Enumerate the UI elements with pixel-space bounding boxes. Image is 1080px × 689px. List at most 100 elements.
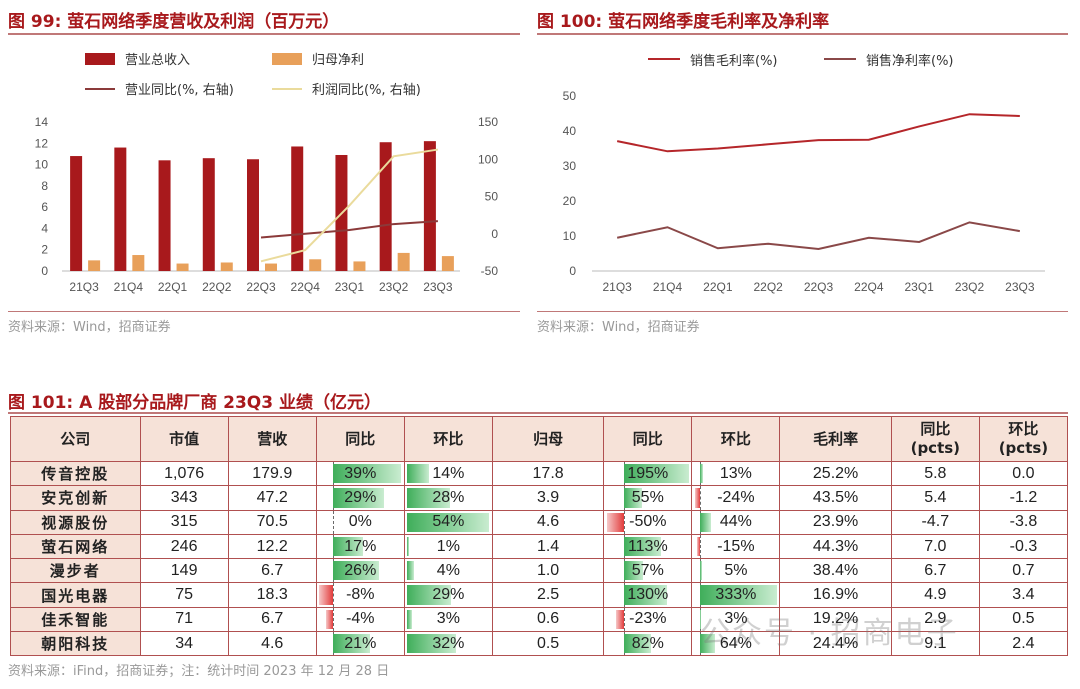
cell-value: 57% (631, 561, 664, 579)
y-tick-label: 6 (41, 200, 48, 214)
table-cell: 23.9% (779, 509, 892, 535)
line-gross-margin (616, 113, 1020, 153)
line-profit-yoy (260, 148, 439, 263)
y-tick-label: 20 (563, 194, 577, 208)
company-name: 朝阳科技 (10, 631, 141, 657)
table-cell: 82% (603, 631, 693, 657)
cell-value: 0.0 (1012, 464, 1035, 482)
bar-revenue (202, 158, 215, 271)
table-cell: 34 (139, 631, 229, 657)
data-bar-positive (333, 561, 379, 581)
cell-value: 0.5 (1012, 610, 1035, 628)
cell-value: 14% (432, 464, 465, 482)
cell-value: 2.5 (536, 586, 560, 604)
cell-value: 43.5% (812, 488, 859, 506)
fig100-chart: 销售毛利率(%) 销售净利率(%) 0 10 20 30 40 50 21Q3 21Q4 22Q1 2… (563, 53, 1045, 294)
x-tick-label: 22Q1 (703, 280, 733, 294)
cell-value: 23.9% (812, 513, 859, 531)
fig100-title: 图 100: 萤石网络季度毛利率及净利率 (537, 12, 830, 32)
x-tick-label: 23Q2 (955, 280, 985, 294)
y-tick-label: 10 (563, 229, 577, 243)
bar-profit (88, 260, 101, 271)
cell-value: 75 (175, 586, 194, 604)
table-cell: -0.3 (978, 533, 1069, 560)
cell-value: 64% (719, 634, 752, 652)
data-bar-negative (326, 609, 334, 630)
y2-tick-label: 150 (478, 115, 498, 129)
data-bar-positive (623, 634, 651, 654)
line-net-margin (616, 221, 1021, 250)
cell-value: 国光电器 (41, 586, 110, 605)
legend-label-gross: 销售毛利率(%) (690, 53, 778, 69)
company-name: 安克创新 (10, 485, 141, 511)
data-bar-positive (333, 464, 402, 484)
x-tick-label: 23Q3 (1005, 280, 1035, 294)
table-cell: 5.4 (890, 485, 980, 511)
table-cell: 195% (603, 460, 693, 487)
legend-label-profit: 归母净利 (312, 53, 364, 68)
x-tick-label: 23Q1 (335, 280, 365, 294)
data-bar-positive (333, 634, 370, 654)
table-cell: -50% (603, 509, 693, 535)
performance-table: 公司 市值 营收 同比 环比 归母 同比 环比 毛利率 同比 (pcts) 环比 (pcts) 传音控股… (10, 416, 1069, 657)
table-cell: 6.7 (227, 606, 317, 633)
table-row: 视源股份 315 70.5 0% 54% 4.6 -50% 44% 23.9% -4.7 -3.8 (10, 509, 1069, 535)
table-header-row: 公司 市值 营收 同比 环比 归母 同比 环比 毛利率 同比 (pcts) 环比 (pcts) (10, 416, 1069, 462)
cell-value: 1.0 (536, 561, 560, 579)
cell-value: 195% (627, 464, 669, 482)
column-header: 环比 (691, 416, 781, 462)
data-bar-positive (407, 585, 452, 605)
cell-value: 70.5 (256, 513, 288, 531)
table-cell: 3.4 (978, 582, 1069, 608)
y-tick-label: 12 (35, 136, 49, 150)
cell-value: 6.7 (924, 561, 947, 579)
table-cell: -3.8 (978, 509, 1069, 535)
y2-tick-label: 0 (491, 227, 498, 241)
table-cell: 70.5 (227, 509, 317, 535)
table-cell: 75 (139, 582, 229, 608)
table-cell: 0.7 (978, 558, 1069, 584)
column-header: 同比 (pcts) (890, 416, 980, 462)
table-cell: 113% (603, 533, 693, 560)
table-cell: 179.9 (227, 460, 317, 487)
cell-value: 佳禾智能 (41, 610, 110, 629)
cell-value: -50% (629, 513, 667, 531)
cell-value: 9.1 (924, 634, 947, 652)
table-cell: 333% (691, 582, 781, 608)
cell-value: 2.9 (924, 610, 947, 628)
x-tick-label: 22Q2 (202, 280, 232, 294)
data-bar-negative (606, 512, 624, 532)
table-cell: -24% (691, 485, 781, 511)
table-cell: 44.3% (779, 533, 892, 560)
data-bar-positive (623, 488, 642, 508)
cell-value: 47.2 (256, 488, 288, 506)
legend-label-revenue: 营业总收入 (125, 53, 190, 68)
table-row: 萤石网络 246 12.2 17% 1% 1.4 113% -15% 44.3% 7.0 -0.3 (10, 533, 1069, 560)
legend-label-profit-yoy: 利润同比(%, 右轴) (312, 83, 421, 98)
cell-value: 17.8 (532, 464, 564, 482)
y-tick-label: 30 (563, 159, 577, 173)
data-bar-positive (407, 488, 450, 508)
data-bar-positive (407, 536, 409, 557)
bar-revenue (423, 141, 436, 271)
cell-value: 0.6 (536, 610, 560, 628)
cell-value: 24.4% (812, 634, 859, 652)
table-cell: 19.2% (779, 606, 892, 633)
table-cell: 47.2 (227, 485, 317, 511)
fig101-title-rule (8, 412, 1068, 414)
cell-value: 1% (436, 537, 460, 555)
x-tick-label: 22Q3 (246, 280, 276, 294)
cell-value: -15% (717, 537, 755, 555)
x-tick-label: 23Q2 (379, 280, 409, 294)
cell-value: 21% (344, 634, 377, 652)
company-name: 传音控股 (10, 460, 141, 487)
data-bar-positive (407, 609, 412, 630)
legend-swatch-revenue (85, 53, 115, 65)
table-cell: 149 (139, 558, 229, 584)
data-bar-positive (407, 634, 456, 654)
table-cell: 26% (315, 558, 405, 584)
column-header: 同比 (603, 416, 693, 462)
company-name: 萤石网络 (10, 533, 141, 560)
cell-value: 17% (344, 537, 377, 555)
x-tick-label: 23Q3 (423, 280, 453, 294)
